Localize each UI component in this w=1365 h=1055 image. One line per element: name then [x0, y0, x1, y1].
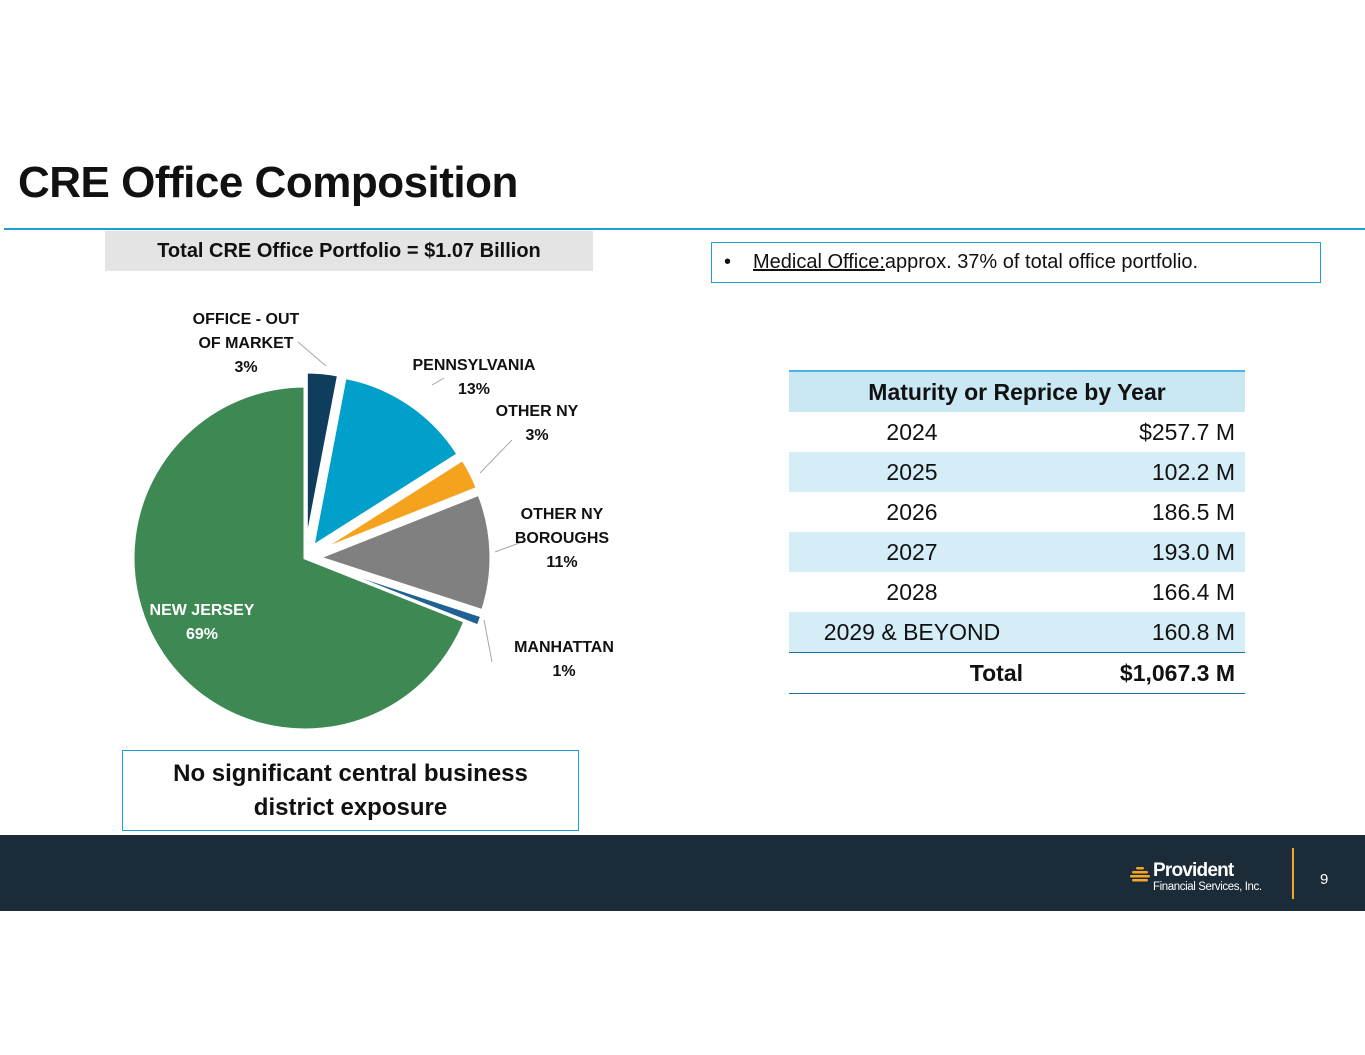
pie-slice — [310, 375, 461, 550]
table-row: 2024 $257.7 M — [789, 412, 1245, 452]
amount-cell: 102.2 M — [1035, 452, 1245, 492]
pie-slice-percent: 11% — [546, 554, 577, 571]
amount-cell: $257.7 M — [1139, 418, 1235, 445]
pie-slice — [314, 492, 493, 613]
bullet-icon: • — [724, 251, 732, 273]
total-row: Total $1,067.3 M — [789, 652, 1245, 694]
pie-slice-label: OFFICE - OUT OF MARKET 3% — [193, 311, 300, 376]
pie-slice-percent: 3% — [234, 359, 257, 376]
medical-office-callout: • Medical Office: approx. 37% of total o… — [711, 242, 1321, 283]
pie-slice-name: OF MARKET — [198, 335, 293, 352]
portfolio-total-banner: Total CRE Office Portfolio = $1.07 Billi… — [105, 231, 593, 271]
pie-slice-label: NEW JERSEY 69% — [150, 602, 255, 643]
pie-slice-name: PENNSYLVANIA — [413, 357, 536, 374]
total-amount: $1,067.3 M — [1035, 652, 1245, 694]
slide-title: CRE Office Composition — [18, 158, 518, 207]
pie-slice-percent: 1% — [552, 663, 575, 680]
amount-cell: 160.8 M — [1035, 612, 1245, 653]
table-row: 2028 166.4 M — [789, 572, 1245, 612]
pie-leader-line — [483, 619, 493, 663]
amount-cell: 186.5 M — [1151, 498, 1235, 525]
pie-leader-line — [431, 377, 445, 386]
year-cell: 2027 — [789, 532, 1035, 572]
year-cell: 2026 — [886, 498, 938, 525]
table-row: 2025 102.2 M — [789, 452, 1245, 492]
pie-slice-name: OTHER NY — [521, 506, 604, 523]
pie-slice — [316, 457, 480, 554]
pie-slice — [304, 370, 341, 545]
pie-leader-line — [494, 541, 523, 553]
year-cell: 2028 — [886, 578, 938, 605]
footer-divider — [1292, 848, 1294, 899]
table-row: 2027 193.0 M — [789, 532, 1245, 572]
title-divider — [4, 228, 1365, 230]
logo-name: Provident — [1153, 860, 1234, 881]
total-label: Total — [789, 652, 1035, 694]
amount-cell: 193.0 M — [1035, 532, 1245, 572]
year-cell: 2029 & BEYOND — [789, 612, 1035, 653]
cbd-exposure-text: No significant central business district… — [173, 759, 528, 821]
pie-leader-lines — [297, 341, 523, 663]
pie-leader-line — [479, 439, 513, 474]
table-row: 2029 & BEYOND 160.8 M — [789, 612, 1245, 653]
pie-slice-name: OTHER NY — [496, 403, 579, 420]
pie-slice-name: OFFICE - OUT — [193, 311, 300, 328]
pie-slice-name: MANHATTAN — [514, 639, 614, 656]
page-number: 9 — [1320, 871, 1329, 888]
footer-bar: Provident Financial Services, Inc. 9 — [0, 835, 1365, 911]
pie-slice-label: PENNSYLVANIA 13% — [413, 357, 536, 398]
provident-logo-icon — [1130, 867, 1150, 882]
logo-subtitle: Financial Services, Inc. — [1153, 881, 1262, 893]
pie-slice — [131, 384, 467, 732]
pie-slice-name: BOROUGHS — [515, 530, 610, 547]
medical-office-text: approx. 37% of total office portfolio. — [884, 251, 1199, 273]
pie-slice-percent: 3% — [525, 427, 548, 444]
cbd-exposure-callout: No significant central business district… — [122, 750, 579, 831]
pie-slice-label: MANHATTAN 1% — [514, 639, 614, 680]
maturity-table: Maturity or Reprice by Year 2024 $257.7 … — [789, 370, 1245, 694]
medical-office-label: Medical Office: — [753, 251, 885, 273]
maturity-table-title: Maturity or Reprice by Year — [789, 370, 1245, 412]
pie-slice-percent: 13% — [458, 381, 490, 398]
amount-cell: 166.4 M — [1151, 578, 1235, 605]
pie-slice-name: NEW JERSEY — [150, 602, 255, 619]
pie-leader-line — [297, 341, 327, 367]
table-row: 2026 186.5 M — [789, 492, 1245, 532]
pie-slice-label: OTHER NY BOROUGHS 11% — [515, 506, 610, 571]
year-cell: 2024 — [886, 418, 938, 445]
pie-slice-label: OTHER NY 3% — [496, 403, 579, 444]
portfolio-total-text: Total CRE Office Portfolio = $1.07 Billi… — [157, 239, 541, 262]
office-composition-pie-chart: OFFICE - OUT OF MARKET 3% PENNSYLVANIA 13% OT… — [131, 311, 614, 732]
pie-slice-percent: 69% — [186, 626, 218, 643]
pie-labels: OFFICE - OUT OF MARKET 3% PENNSYLVANIA 13% OT… — [150, 311, 614, 680]
year-cell: 2025 — [789, 452, 1035, 492]
pie-slices — [131, 370, 493, 732]
